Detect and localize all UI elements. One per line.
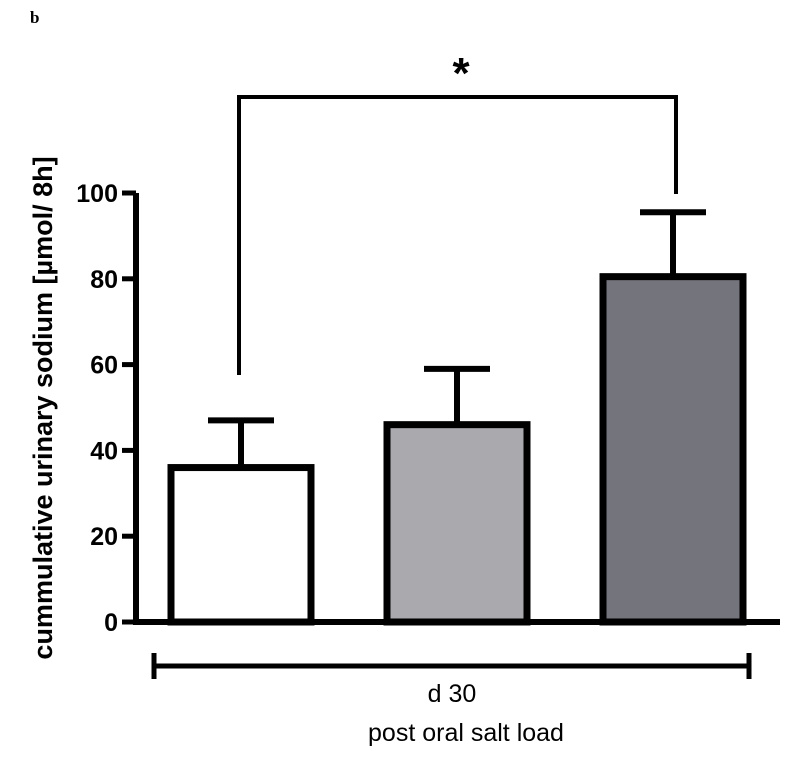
significance-marker: * <box>452 49 470 98</box>
bar <box>383 421 531 626</box>
bar <box>167 464 315 626</box>
significance-bracket <box>237 95 678 375</box>
group-label-condition: post oral salt load <box>368 719 564 747</box>
group-label-day: d 30 <box>428 680 477 708</box>
chart-annotations: * <box>151 49 752 679</box>
y-tick-label: 40 <box>90 437 118 465</box>
y-tick-label: 0 <box>104 609 118 637</box>
y-tick-label: 80 <box>90 266 118 294</box>
y-axis-label: cummulative urinary sodium [µmol/ 8h] <box>28 156 58 659</box>
y-tick-label: 60 <box>90 352 118 380</box>
y-tick-label: 20 <box>90 523 118 551</box>
panel-label: b <box>30 8 40 27</box>
y-tick-label: 100 <box>76 180 118 208</box>
chart-bars <box>167 209 747 626</box>
bar <box>599 273 747 626</box>
